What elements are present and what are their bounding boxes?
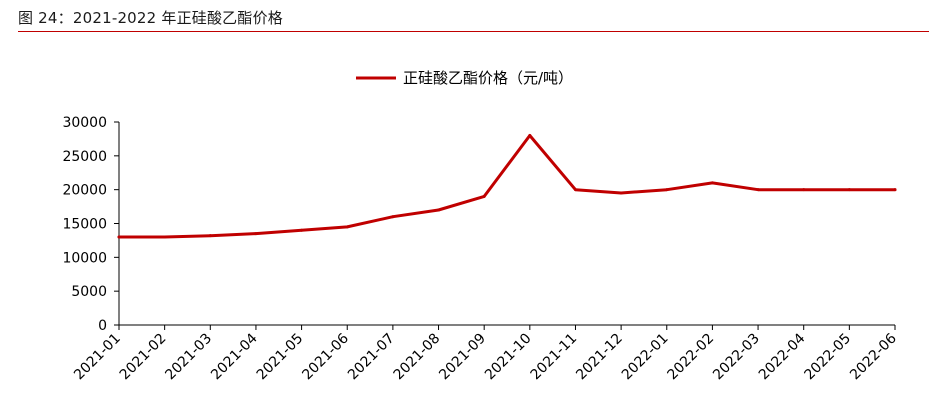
y-tick-label: 10000 [62, 250, 107, 266]
y-tick-label: 25000 [62, 149, 107, 165]
y-tick-label: 0 [98, 318, 107, 334]
data-point [345, 225, 349, 229]
x-tick-label: 2022-02 [665, 331, 718, 384]
x-tick-label: 2021-02 [117, 331, 170, 384]
data-point [117, 235, 121, 239]
data-point [208, 234, 212, 238]
axes [118, 122, 895, 326]
x-tick-label: 2022-03 [710, 331, 763, 384]
x-axis-ticks: 2021-012021-022021-032021-042021-052021-… [71, 325, 900, 383]
data-point [893, 188, 897, 192]
y-axis-ticks: 0 5000 10000 15000 20000 25000 30000 [62, 115, 119, 334]
x-tick-label: 2021-06 [299, 330, 352, 383]
series-line [117, 134, 897, 239]
data-point [665, 188, 669, 192]
x-tick-label: 2022-01 [619, 331, 672, 384]
x-tick-label: 2021-08 [391, 331, 444, 384]
x-tick-label: 2022-05 [802, 331, 855, 384]
x-tick-label: 2021-01 [71, 331, 124, 384]
data-point [847, 188, 851, 192]
x-tick-label: 2021-12 [573, 331, 626, 384]
x-tick-label: 2022-04 [756, 330, 809, 383]
data-point [802, 188, 806, 192]
data-point [163, 235, 167, 239]
data-point [254, 232, 258, 236]
x-tick-label: 2021-03 [162, 331, 215, 384]
x-tick-label: 2021-09 [436, 331, 489, 384]
x-tick-label: 2021-07 [345, 331, 398, 384]
x-tick-label: 2021-04 [208, 330, 261, 383]
data-point [391, 215, 395, 219]
figure-title: 图 24：2021-2022 年正硅酸乙酯价格 [18, 9, 283, 27]
y-tick-label: 15000 [62, 217, 107, 233]
data-point [437, 208, 441, 212]
x-tick-label: 2022-06 [847, 330, 900, 383]
data-point [482, 194, 486, 198]
y-tick-label: 30000 [62, 115, 107, 131]
legend-label: 正硅酸乙酯价格（元/吨） [403, 69, 573, 87]
y-tick-label: 20000 [62, 183, 107, 199]
data-point [528, 134, 532, 138]
series-group [117, 134, 897, 239]
y-tick-label: 5000 [71, 284, 107, 300]
data-point [573, 188, 577, 192]
data-point [756, 188, 760, 192]
title-divider [18, 31, 929, 32]
x-tick-label: 2021-11 [528, 331, 581, 384]
legend: 正硅酸乙酯价格（元/吨） [356, 69, 573, 87]
data-point [300, 228, 304, 232]
x-tick-label: 2021-10 [482, 331, 535, 384]
data-point [619, 191, 623, 195]
data-point [710, 181, 714, 185]
x-tick-label: 2021-05 [254, 331, 307, 384]
